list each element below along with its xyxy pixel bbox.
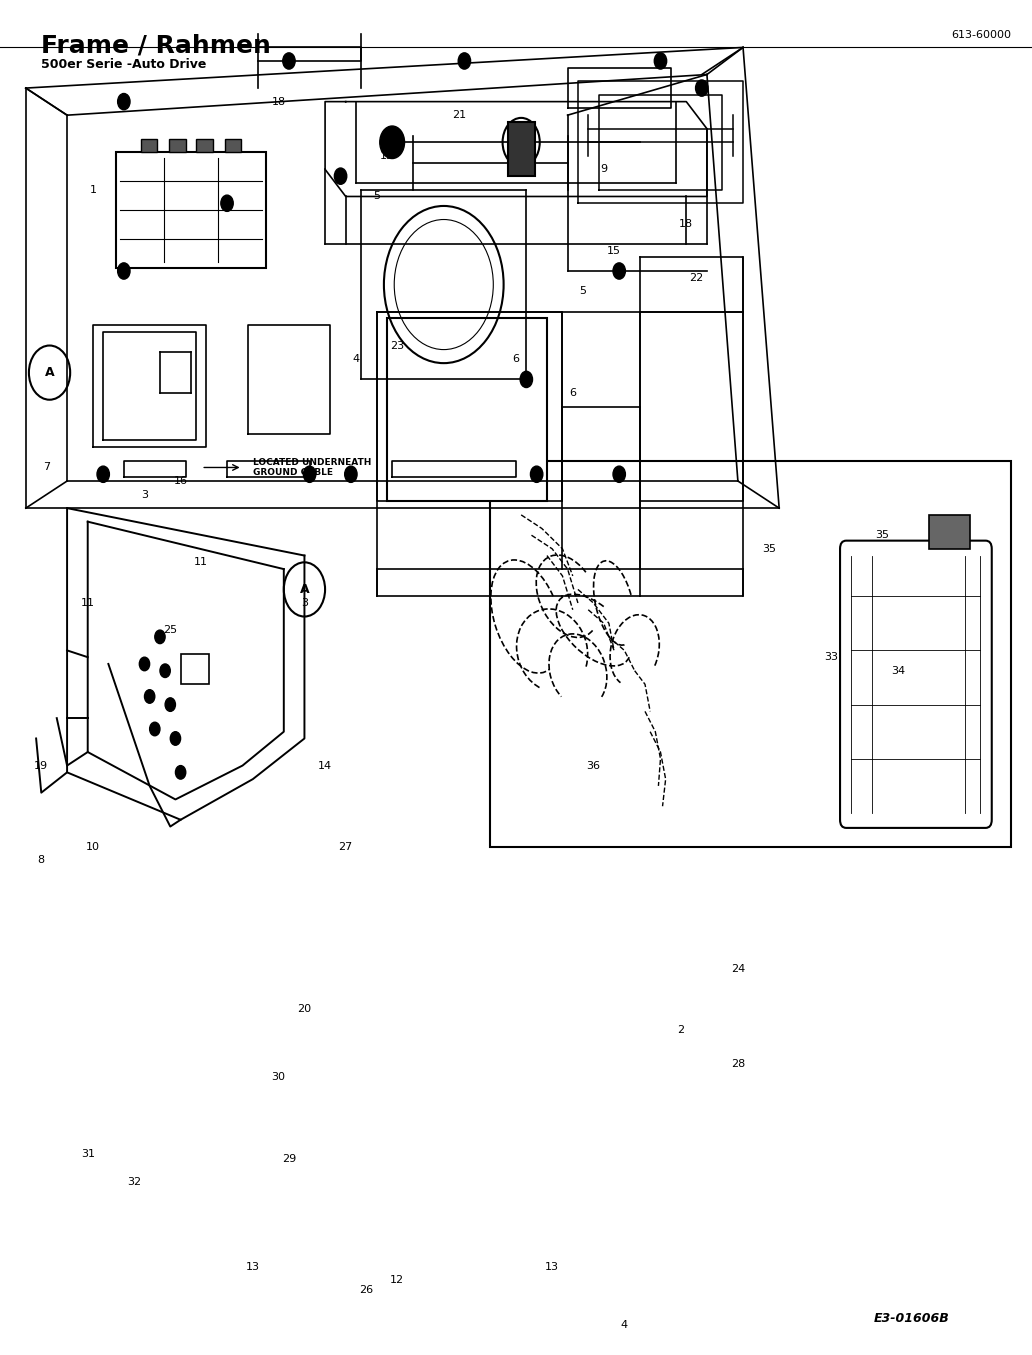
Circle shape (118, 263, 130, 279)
Circle shape (97, 466, 109, 482)
Bar (169, 138, 186, 153)
Text: 36: 36 (586, 760, 601, 771)
Text: 1: 1 (90, 184, 96, 195)
Text: 9: 9 (601, 164, 607, 175)
Text: 11: 11 (194, 557, 208, 568)
Bar (116, 153, 266, 268)
Text: 13: 13 (545, 1262, 559, 1272)
Text: 6: 6 (570, 388, 576, 398)
Text: 500er Serie -Auto Drive: 500er Serie -Auto Drive (41, 58, 206, 72)
Bar (140, 138, 157, 153)
Text: 15: 15 (607, 245, 621, 256)
Text: 34: 34 (891, 665, 905, 676)
Bar (181, 654, 209, 684)
Circle shape (530, 466, 543, 482)
Text: 8: 8 (38, 855, 44, 866)
Text: 12: 12 (390, 1275, 405, 1286)
Text: 22: 22 (689, 272, 704, 283)
Bar (508, 122, 535, 176)
Text: 7: 7 (43, 462, 50, 473)
Circle shape (520, 371, 533, 388)
Circle shape (160, 664, 170, 678)
Text: 26: 26 (359, 1285, 374, 1295)
Text: 19: 19 (34, 760, 49, 771)
Text: 613-60000: 613-60000 (952, 30, 1011, 39)
Text: 35: 35 (875, 530, 890, 541)
Text: 11: 11 (80, 598, 95, 608)
Text: 18: 18 (679, 218, 694, 229)
Circle shape (613, 263, 625, 279)
Circle shape (334, 168, 347, 184)
Text: 28: 28 (731, 1058, 745, 1069)
Text: 23: 23 (390, 340, 405, 351)
Text: 27: 27 (338, 841, 353, 852)
Circle shape (303, 466, 316, 482)
Text: 15: 15 (380, 150, 394, 161)
Circle shape (380, 126, 405, 159)
Text: 3: 3 (141, 489, 148, 500)
Text: A: A (299, 583, 310, 596)
Text: 29: 29 (282, 1153, 296, 1164)
Text: 20: 20 (297, 1004, 312, 1015)
Text: 14: 14 (318, 760, 332, 771)
Text: 13: 13 (246, 1262, 260, 1272)
Text: 4: 4 (353, 354, 359, 364)
Circle shape (170, 732, 181, 745)
Circle shape (150, 722, 160, 736)
Text: 10: 10 (86, 841, 100, 852)
Text: LOCATED UNDERNEATH
GROUND CABLE: LOCATED UNDERNEATH GROUND CABLE (253, 458, 372, 477)
Text: 30: 30 (271, 1072, 286, 1083)
Text: 6: 6 (513, 354, 519, 364)
Circle shape (144, 690, 155, 703)
Text: 18: 18 (271, 96, 286, 107)
Text: E3-01606B: E3-01606B (874, 1312, 949, 1325)
Circle shape (283, 53, 295, 69)
Text: 16: 16 (173, 476, 188, 486)
Circle shape (155, 630, 165, 644)
Circle shape (165, 698, 175, 711)
Circle shape (221, 195, 233, 211)
Bar (490, 461, 1011, 847)
Text: Frame / Rahmen: Frame / Rahmen (41, 34, 271, 58)
Text: 32: 32 (127, 1176, 141, 1187)
Text: 25: 25 (163, 625, 178, 635)
Circle shape (613, 466, 625, 482)
Text: 31: 31 (80, 1149, 95, 1160)
Text: 2: 2 (678, 1024, 684, 1035)
Circle shape (654, 53, 667, 69)
Circle shape (175, 766, 186, 779)
Circle shape (345, 466, 357, 482)
Text: 5: 5 (580, 286, 586, 297)
Text: 3: 3 (301, 598, 308, 608)
Bar (929, 515, 970, 549)
Text: 35: 35 (762, 543, 776, 554)
Circle shape (696, 80, 708, 96)
Text: 4: 4 (621, 1320, 627, 1331)
Circle shape (458, 53, 471, 69)
FancyBboxPatch shape (840, 541, 992, 828)
Bar (225, 138, 241, 153)
Text: 24: 24 (731, 963, 745, 974)
Text: 5: 5 (374, 191, 380, 202)
Text: 21: 21 (452, 110, 466, 121)
Text: 33: 33 (824, 652, 838, 663)
Bar (387, 318, 547, 501)
Circle shape (139, 657, 150, 671)
Circle shape (118, 93, 130, 110)
Bar (196, 138, 213, 153)
Text: A: A (44, 366, 55, 379)
